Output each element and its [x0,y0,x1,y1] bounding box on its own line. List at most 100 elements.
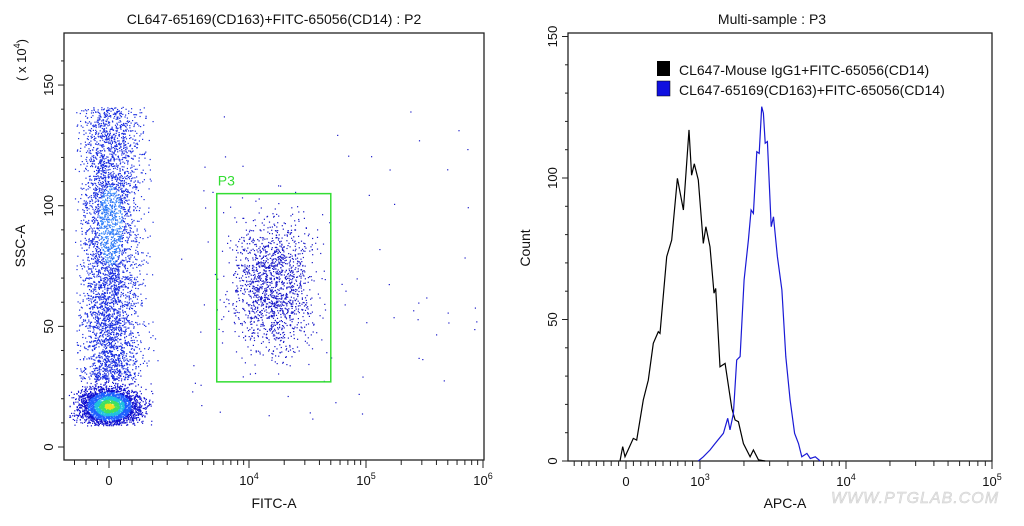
scatter-point [90,386,92,388]
scatter-point [142,401,144,403]
scatter-point [133,356,135,358]
scatter-point [120,294,122,296]
scatter-point [135,401,137,403]
scatter-point [94,353,96,355]
scatter-point [102,199,104,201]
scatter-point [86,405,88,407]
scatter-point [128,393,130,395]
scatter-point [94,411,96,413]
scatter-point [127,414,129,416]
scatter-point [141,416,143,418]
scatter-point [96,317,98,319]
scatter-point [88,421,90,424]
scatter-point [123,319,125,321]
scatter-point [99,114,101,116]
scatter-point [96,383,98,385]
scatter-point [92,251,94,253]
scatter-point [133,206,135,208]
scatter-point [114,387,116,389]
scatter-point [109,255,111,258]
scatter-point [78,329,80,331]
scatter-point [83,397,85,400]
scatter-point [125,399,128,401]
scatter-point [103,211,105,213]
scatter-point [140,407,142,409]
scatter-point [83,400,85,403]
scatter-point [123,393,125,395]
scatter-point [120,342,122,344]
scatter-point [132,418,134,420]
scatter-point [123,389,125,391]
scatter-point [98,389,100,391]
scatter-point [91,410,93,412]
scatter-point [111,385,113,388]
scatter-point [89,178,91,180]
scatter-point [84,401,86,404]
scatter-point [130,304,132,307]
scatter-point [82,422,84,424]
scatter-point [74,414,76,416]
scatter-point [132,404,134,406]
scatter-point [128,389,130,392]
scatter-point [131,377,133,379]
scatter-point [126,128,128,130]
scatter-point [134,145,136,147]
scatter-point [85,393,87,395]
scatter-point [128,390,130,392]
scatter-point [101,415,104,417]
scatter-point [132,130,134,132]
scatter-point [94,321,96,323]
scatter-point [91,273,94,275]
scatter-point [131,395,133,397]
scatter-point [77,124,79,126]
scatter-point [69,416,71,418]
scatter-point [114,238,116,240]
scatter-point [118,424,120,426]
scatter-point [117,385,119,387]
scatter-point [116,410,118,412]
scatter-point [93,188,95,190]
scatter-point [101,183,104,185]
scatter-point [98,247,100,250]
scatter-point [86,209,88,211]
scatter-point [138,366,140,368]
scatter-point [89,372,91,374]
scatter-point [138,409,140,411]
scatter-point [108,263,110,265]
scatter-point [107,230,110,232]
scatter-point [91,414,93,416]
scatter-point [106,421,109,423]
scatter-point [79,150,81,152]
scatter-point [115,415,117,417]
scatter-point [119,173,121,175]
scatter-point [124,232,126,234]
scatter-point [92,395,94,397]
scatter-point [87,259,89,261]
scatter-point [102,336,104,338]
scatter-point [109,404,111,406]
scatter-point [143,397,145,399]
scatter-point [114,178,116,180]
scatter-point [137,412,139,414]
scatter-point [126,410,128,412]
scatter-point [139,412,141,414]
scatter-point [112,171,114,173]
scatter-point [109,200,111,202]
scatter-point [102,121,105,123]
scatter-point [128,407,130,409]
scatter-point [79,404,81,406]
scatter-point [106,189,108,191]
scatter-point [94,190,96,192]
scatter-point [82,300,84,303]
scatter-point [76,406,78,408]
scatter-point [93,175,95,177]
scatter-point [118,140,120,142]
scatter-point [124,414,126,417]
scatter-point [129,406,131,408]
scatter-point [84,419,86,421]
scatter-point [84,421,86,423]
scatter-point [135,336,137,339]
scatter-point [122,406,124,408]
scatter-point [116,388,118,390]
scatter-point [99,403,101,405]
